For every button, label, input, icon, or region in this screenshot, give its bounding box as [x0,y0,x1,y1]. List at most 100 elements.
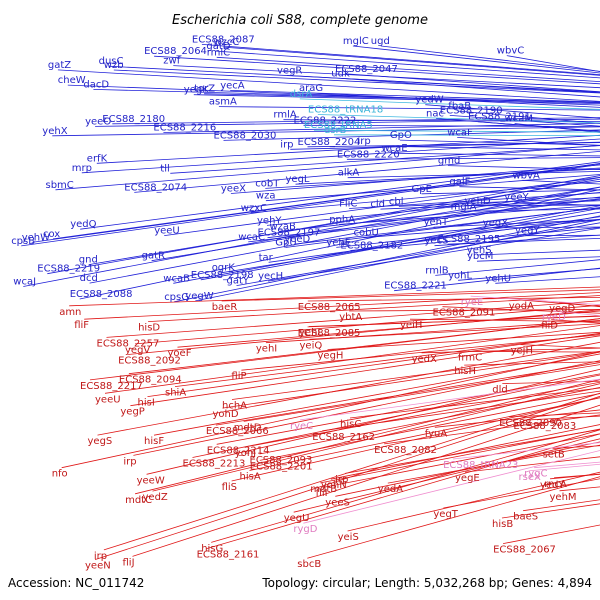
reverse_labels-line-52 [192,374,600,458]
forward_labels-line-19 [174,215,600,303]
forward_labels-label-5: rmlB [425,265,448,276]
forward_labels-line-45 [294,207,600,245]
reverse_labels-line-46 [206,433,600,549]
forward_labels-label-81: mrp [72,163,92,174]
reverse_labels-label-20: irp [335,474,348,485]
reverse_rna_labels-label-6: ECS88_tRNA23 [443,460,518,471]
forward_labels-label-33: yegK [184,85,209,96]
forward_labels-label-64: yehW [22,232,50,243]
forward_labels-label-88: torZ [194,84,215,95]
forward_labels-line-2 [283,119,600,122]
reverse_labels-label-69: setB [543,450,565,461]
reverse_labels-label-30: hisD [138,323,160,334]
forward_labels-label-58: yehY [257,215,282,226]
reverse_labels-label-56: ECS88_2214 [207,445,270,456]
reverse_labels-label-72: frmC [458,352,482,363]
reverse_labels-label-53: mdtD [234,422,262,433]
reverse_labels-line-1 [231,397,600,482]
forward_labels-label-21: nac [426,109,444,120]
forward_labels-line-40 [201,44,600,76]
reverse_labels-label-49: yegE [455,473,480,484]
forward_labels-label-67: alkA [338,168,360,179]
reverse_labels-label-78: yehI [256,344,277,355]
forward_labels-label-25: gnd [79,255,98,266]
reverse_labels-label-11: irp [123,456,136,467]
reverse_rna_labels-label-0: rseX [519,472,541,483]
forward_rna_labels-label-3: ECS88_tRNA5 [304,120,373,131]
reverse_labels-label-71: yeiQ [300,340,323,351]
reverse_labels-line-11 [133,360,600,456]
reverse_labels-label-3: fliI [316,488,328,499]
forward_labels-label-50: GpO [390,130,412,141]
forward_labels-label-96: ECS88_2030 [214,130,277,141]
forward_labels-label-102: yeeX [221,184,246,195]
reverse_labels-line-77 [244,381,600,448]
forward_labels-label-56: ogrK [212,263,236,274]
reverse_labels-label-0: fliD [541,321,558,332]
forward_labels-label-65: yegW [185,291,213,302]
forward_labels-line-95 [268,227,600,282]
forward_labels-label-74: yohL [448,270,472,281]
reverse_labels-line-35 [307,296,600,302]
reverse_labels-label-43: yegH [318,351,344,362]
forward_labels-label-10: dacD [83,79,109,90]
forward_labels-label-54: yeeY [504,192,529,203]
reverse_labels-label-33: hisH [454,366,476,377]
forward_labels-line-66 [57,69,600,102]
forward_labels-line-98 [344,73,600,93]
reverse_labels-label-35: ECS88_2065 [298,302,361,313]
reverse_labels-label-26: yodA [509,301,534,312]
reverse_labels-label-77: yohJ [235,448,256,459]
forward_labels-label-75: cox [43,229,60,240]
forward_labels-label-48: yeeU [154,226,180,237]
reverse_labels-label-9: hchA [222,401,247,412]
forward_labels-label-3: ECS88_2191 [468,112,531,123]
forward_labels-line-101 [154,55,600,85]
reverse_rna_labels-label-1: ryeC [290,421,313,432]
reverse_labels-label-76: yohD [213,409,239,420]
reverse_labels-line-65 [330,424,600,480]
map-title: Escherichia coli S88, complete genome [172,13,428,28]
forward_labels-line-12 [248,198,600,243]
forward_labels-label-82: erfK [87,153,108,164]
reverse_labels-line-44 [259,387,600,455]
reverse_labels-line-73 [61,351,600,469]
reverse_labels-line-10 [421,347,600,354]
forward_labels-line-24 [391,152,600,157]
forward_labels-label-32: ECS88_2216 [153,123,216,134]
forward_labels-label-24: wcaE [382,143,408,154]
reverse_labels-line-62 [130,335,600,407]
forward_labels-line-75 [52,163,600,240]
reverse_labels-label-66: ECS88_2257 [97,338,160,349]
forward_labels-line-87 [67,84,600,106]
forward_labels-line-29 [236,222,600,286]
forward_rna_labels-label-0: dsrA [290,89,313,100]
forward_labels-line-88 [204,93,600,104]
reverse_labels-label-51: yegT [433,509,458,520]
forward_labels-label-49: ECS88_2220 [337,149,400,160]
reverse_labels-label-24: ECS88_2083 [513,421,576,432]
forward_labels-line-26 [170,145,600,174]
gene-label-lines [21,44,600,560]
forward_labels-line-82 [96,134,600,164]
reverse_labels-line-59 [308,315,600,327]
forward_labels-line-47 [151,186,600,262]
forward_labels-label-2: rmlA [273,110,296,121]
reverse_labels-label-13: yedY [540,480,565,491]
forward_labels-line-17 [421,189,600,195]
forward_labels-line-80 [108,65,600,93]
forward_labels-line-100 [290,141,600,150]
forward_labels-label-100: irp [280,139,293,150]
forward_labels-label-69: yehU [485,273,511,284]
forward_labels-label-30: cbl [389,196,404,207]
forward_labels-label-35: ECS88_2088 [70,289,133,300]
forward_labels-line-97 [349,192,600,209]
forward_labels-label-43: dcd [80,273,98,284]
reverse_rna_labels-label-3: rygC [524,469,547,480]
reverse_labels-label-41: ECS88_2067 [493,545,556,556]
reverse_labels-line-6 [349,309,600,312]
reverse_labels-line-16 [147,332,600,397]
forward_labels-label-101: ECS88_2064 [144,46,207,57]
reverse_labels-line-30 [148,295,600,322]
reverse_labels-label-12: irp [94,551,107,562]
